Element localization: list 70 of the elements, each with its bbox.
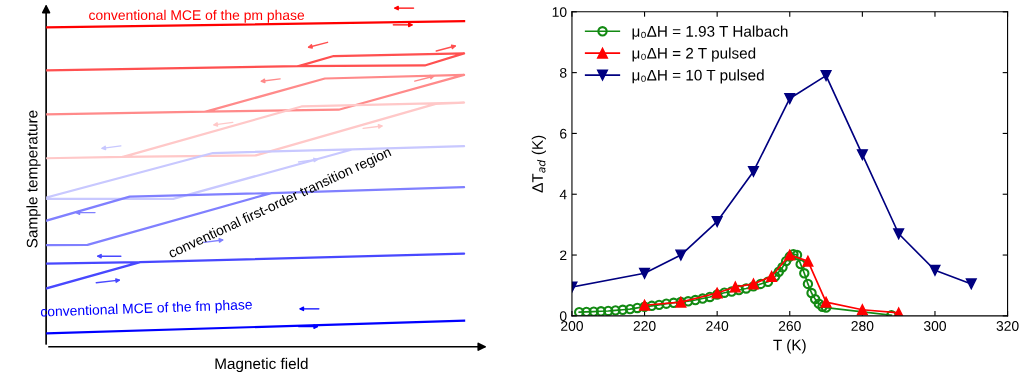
text: conventional MCE of the pm phase [89, 9, 305, 23]
point [675, 249, 687, 261]
point [726, 286, 737, 297]
point [632, 302, 643, 314]
x-tick-label: 200 [561, 321, 583, 331]
point [755, 278, 766, 290]
y-tick-label: 4 [559, 189, 567, 200]
point [773, 266, 785, 277]
x-tick-label: 320 [996, 321, 1019, 331]
y-tick-label: 2 [560, 250, 567, 261]
x-tick-label: 260 [778, 321, 801, 331]
point [719, 287, 730, 298]
x-axis-title: T (K) [773, 339, 806, 354]
point [806, 287, 817, 299]
legend-label: μ₀ΔH = 1.93 T Halbach [632, 25, 788, 40]
point [624, 303, 636, 315]
point [965, 278, 977, 290]
point [646, 300, 658, 312]
text: Magnetic field [215, 357, 308, 373]
legend-label: μ₀ΔH = 2 T pulsed [632, 47, 756, 62]
x-tick-label: 280 [851, 321, 874, 331]
x-tick-label: 220 [633, 321, 656, 331]
x-tick-label: 240 [706, 321, 729, 331]
point [791, 249, 803, 261]
text: Sample temperature [26, 110, 41, 248]
point [813, 298, 825, 309]
point [893, 228, 905, 240]
point [777, 262, 788, 273]
y-tick-label: 8 [559, 67, 567, 78]
point [856, 149, 868, 161]
point [799, 268, 810, 279]
y-tick-label: 6 [560, 128, 567, 139]
legend-label: μ₀ΔH = 10 T pulsed [632, 69, 764, 84]
point [820, 70, 832, 82]
point [653, 299, 665, 311]
point [747, 165, 760, 177]
point [802, 278, 814, 290]
point [668, 297, 679, 308]
point [595, 306, 607, 316]
point [820, 296, 832, 308]
point [766, 270, 778, 282]
point [661, 298, 672, 309]
point [638, 267, 651, 279]
point [817, 301, 828, 312]
point [780, 255, 792, 267]
y-axis-title: ΔT$_{ad}$ (K) [531, 135, 546, 193]
point [574, 306, 585, 316]
y-tick-label: 10 [552, 7, 567, 17]
point [802, 255, 814, 267]
point [795, 258, 806, 270]
point [603, 305, 614, 316]
point [690, 294, 701, 306]
point [581, 306, 592, 316]
point [704, 291, 716, 303]
y-tick-label: 0 [559, 311, 567, 322]
point [729, 281, 741, 293]
point [588, 306, 599, 316]
point [682, 296, 694, 307]
point [856, 304, 868, 316]
point [784, 92, 796, 105]
point [740, 283, 752, 294]
point [762, 276, 774, 287]
x-tick-label: 300 [923, 321, 947, 331]
point [929, 264, 941, 276]
point [809, 293, 821, 305]
point [610, 305, 621, 316]
point [733, 284, 745, 296]
point [697, 293, 708, 304]
point [711, 216, 723, 228]
point [617, 304, 628, 315]
